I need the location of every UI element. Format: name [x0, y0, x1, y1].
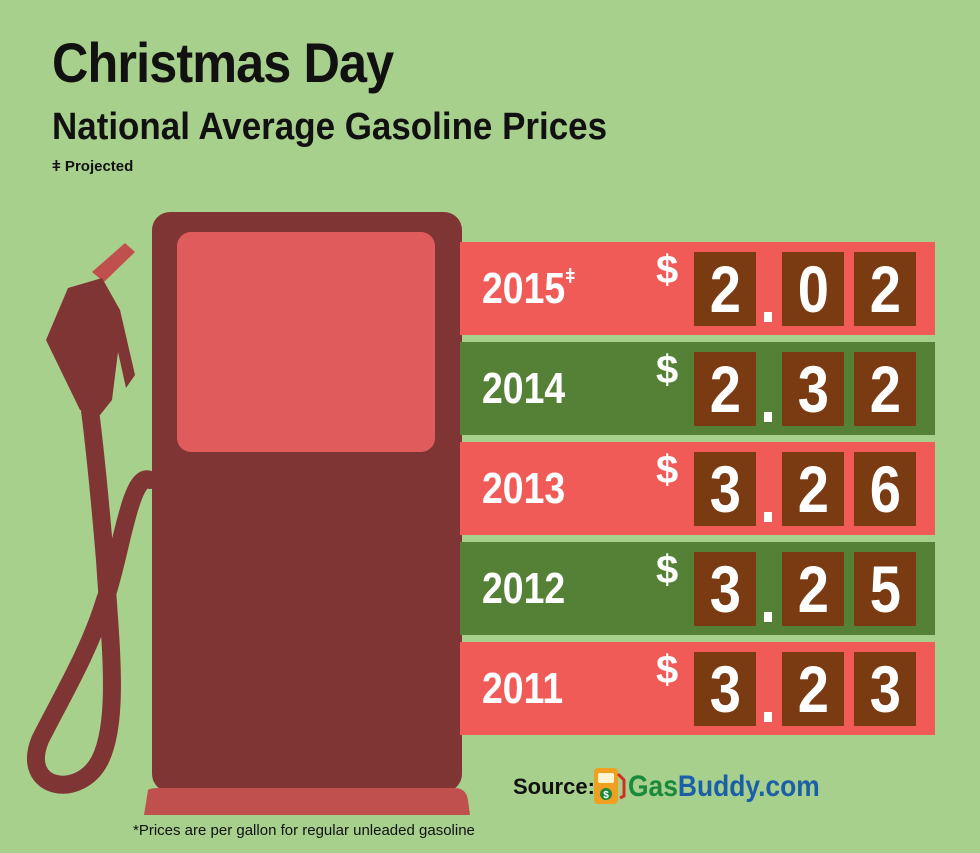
pump-screen [177, 232, 435, 452]
dollar-sign: $ [656, 648, 679, 692]
year-label: 2014 [482, 364, 566, 413]
decimal-point [764, 712, 772, 722]
price-digit: 5 [854, 552, 916, 626]
price-digit: 3 [694, 452, 756, 526]
price-digit: 3 [854, 652, 916, 726]
pump-base [144, 788, 470, 815]
price-digit: 3 [694, 652, 756, 726]
year-label: 2011 [482, 664, 564, 713]
gasbuddy-logo: GasBuddy.com [628, 770, 820, 803]
projected-legend: ǂ Projected [52, 158, 134, 175]
source-label: Source: [513, 774, 595, 799]
price-row-2014: 2014 $ 2 3 2 [460, 342, 935, 435]
nozzle-spout [92, 243, 135, 282]
price-row-2013: 2013 $ 3 2 6 [460, 442, 935, 535]
page-title: Christmas Day [52, 31, 394, 94]
pump-hose [27, 401, 159, 794]
decimal-point [764, 612, 772, 622]
price-digit: 6 [854, 452, 916, 526]
price-digit: 3 [694, 552, 756, 626]
price-digit: 2 [694, 352, 756, 426]
gas-pump-icon: $ [594, 768, 626, 804]
dollar-sign: $ [656, 348, 679, 392]
year-label: 2012 [482, 564, 566, 613]
price-digit: 2 [782, 652, 844, 726]
svg-text:$: $ [603, 790, 609, 801]
price-digit: 3 [782, 352, 844, 426]
price-digit: 2 [854, 252, 916, 326]
year-label: 2015ǂ [482, 264, 576, 313]
price-digit: 2 [854, 352, 916, 426]
price-digit: 2 [782, 552, 844, 626]
decimal-point [764, 512, 772, 522]
price-digit: 0 [782, 252, 844, 326]
price-digit: 2 [694, 252, 756, 326]
price-row-2012: 2012 $ 3 2 5 [460, 542, 935, 635]
decimal-point [764, 412, 772, 422]
price-digit: 2 [782, 452, 844, 526]
dollar-sign: $ [656, 448, 679, 492]
projected-marker: ǂ [565, 266, 576, 288]
price-row-2015: 2015ǂ $ 2 0 2 [460, 242, 935, 335]
footnote: *Prices are per gallon for regular unlea… [133, 822, 475, 839]
decimal-point [764, 312, 772, 322]
page-subtitle: National Average Gasoline Prices [52, 106, 608, 148]
dollar-sign: $ [656, 548, 679, 592]
dollar-sign: $ [656, 248, 679, 292]
price-row-2011: 2011 $ 3 2 3 [460, 642, 935, 735]
nozzle-handle [46, 278, 135, 415]
year-label: 2013 [482, 464, 566, 513]
